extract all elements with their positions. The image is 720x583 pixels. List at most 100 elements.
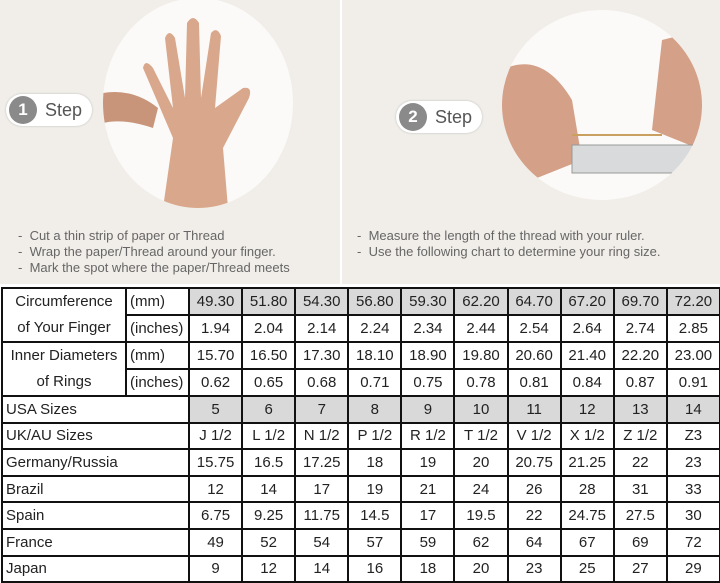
table-cell: 0.84 bbox=[559, 368, 615, 397]
table-cell: 67 bbox=[559, 527, 615, 557]
instruction: Mark the spot where the paper/Thread mee… bbox=[18, 260, 290, 276]
table-cell: L 1/2 bbox=[241, 421, 297, 451]
table-cell: 12 bbox=[187, 474, 244, 504]
table-cell: 2.85 bbox=[665, 314, 720, 343]
table-cell: 12 bbox=[241, 554, 297, 583]
table-cell: 23 bbox=[506, 554, 562, 583]
table-cell: N 1/2 bbox=[294, 421, 350, 451]
table-cell: 72 bbox=[665, 527, 720, 557]
table-cell: 0.75 bbox=[400, 368, 456, 397]
hand-wrap-photo bbox=[103, 0, 293, 208]
table-cell: 6.75 bbox=[187, 501, 244, 530]
table-cell: 25 bbox=[559, 554, 615, 583]
table-cell: 19.80 bbox=[453, 341, 509, 370]
table-cell: 21 bbox=[400, 474, 456, 504]
table-cell: Brazil bbox=[1, 474, 190, 504]
table-cell: 9 bbox=[400, 395, 456, 424]
hand-icon bbox=[103, 18, 251, 208]
ruler-measure-photo bbox=[502, 10, 702, 200]
row-label: Inner Diameters of Rings bbox=[1, 341, 127, 397]
table-cell: 14.5 bbox=[347, 501, 403, 530]
table-cell: 1.94 bbox=[187, 314, 244, 343]
table-cell: 0.65 bbox=[241, 368, 297, 397]
table-cell: 27.5 bbox=[612, 501, 668, 530]
instruction: Wrap the paper/Thread around your finger… bbox=[18, 244, 290, 260]
table-cell: 64 bbox=[506, 527, 562, 557]
table-cell: 8 bbox=[347, 395, 403, 424]
table-cell: 17.30 bbox=[294, 341, 350, 370]
table-cell: 0.87 bbox=[612, 368, 668, 397]
table-cell: 19 bbox=[400, 448, 456, 477]
table-cell: 0.68 bbox=[294, 368, 350, 397]
step1-instructions: Cut a thin strip of paper or Thread Wrap… bbox=[18, 228, 290, 276]
table-cell: 59.30 bbox=[400, 287, 456, 316]
table-cell: 69 bbox=[612, 527, 668, 557]
instruction: Measure the length of the thread with yo… bbox=[357, 228, 660, 244]
table-cell: 62.20 bbox=[453, 287, 509, 316]
table-cell: 18 bbox=[347, 448, 403, 477]
table-cell: UK/AU Sizes bbox=[1, 421, 190, 451]
table-cell: 20 bbox=[453, 448, 509, 477]
table-cell: 49 bbox=[187, 527, 244, 557]
table-cell: 2.14 bbox=[294, 314, 350, 343]
table-cell: 5 bbox=[187, 395, 244, 424]
table-cell: 23 bbox=[665, 448, 720, 477]
table-cell: 18 bbox=[400, 554, 456, 583]
table-cell: 2.34 bbox=[400, 314, 456, 343]
instruction: Use the following chart to determine you… bbox=[357, 244, 661, 260]
table-cell: 23.00 bbox=[665, 341, 720, 370]
table-cell: 17 bbox=[400, 501, 456, 530]
table-cell: J 1/2 bbox=[187, 421, 244, 451]
table-cell: 15.70 bbox=[187, 341, 244, 370]
table-row: Circumference of Your Finger (mm) 49.30 51.8… bbox=[1, 287, 720, 343]
table-cell: 24 bbox=[453, 474, 509, 504]
table-cell: 10 bbox=[453, 395, 509, 424]
table-cell: 67.20 bbox=[559, 287, 615, 316]
table-cell: 11 bbox=[506, 395, 562, 424]
table-cell: 0.78 bbox=[453, 368, 509, 397]
table-cell: 54 bbox=[294, 527, 350, 557]
table-cell: 30 bbox=[665, 501, 720, 530]
table-cell: 2.24 bbox=[347, 314, 403, 343]
table-cell: 31 bbox=[612, 474, 668, 504]
table-cell: 18.10 bbox=[347, 341, 403, 370]
table-cell: 19.5 bbox=[453, 501, 509, 530]
table-cell: 69.70 bbox=[612, 287, 668, 316]
table-cell: 7 bbox=[294, 395, 350, 424]
table-cell: 17 bbox=[294, 474, 350, 504]
table-row: UK/AU Sizes J 1/2 L 1/2 N 1/2 P 1/2 R 1/2 T 1/… bbox=[1, 421, 720, 451]
table-cell: 27 bbox=[612, 554, 668, 583]
row-label-line: Inner Diameters bbox=[10, 347, 118, 364]
table-cell: Z 1/2 bbox=[612, 421, 668, 451]
table-cell: 16.5 bbox=[241, 448, 297, 477]
table-cell: 52 bbox=[241, 527, 297, 557]
row-label-line: of Your Finger bbox=[17, 319, 111, 336]
table-cell: 19 bbox=[347, 474, 403, 504]
table-row: Inner Diameters of Rings (mm) 15.70 16.50 17.… bbox=[1, 341, 720, 397]
table-cell: 59 bbox=[400, 527, 456, 557]
table-cell: 2.54 bbox=[506, 314, 562, 343]
table-cell: 11.75 bbox=[294, 501, 350, 530]
table-row: USA Sizes 5 6 7 8 9 10 11 12 13 14 bbox=[1, 395, 720, 424]
table-cell: 13 bbox=[612, 395, 668, 424]
table-cell: 21.25 bbox=[559, 448, 615, 477]
step2-badge: 2 Step bbox=[396, 101, 483, 133]
table-cell: Spain bbox=[1, 501, 190, 530]
table-cell: 54.30 bbox=[294, 287, 350, 316]
table-cell: 17.25 bbox=[294, 448, 350, 477]
table-cell: 49.30 bbox=[187, 287, 244, 316]
table-cell: 14 bbox=[665, 395, 720, 424]
table-cell: X 1/2 bbox=[559, 421, 615, 451]
table-row: Japan 9 12 14 16 18 20 23 25 27 29 bbox=[1, 554, 720, 583]
table-cell: 2.04 bbox=[241, 314, 297, 343]
table-cell: 29 bbox=[665, 554, 720, 583]
table-cell: P 1/2 bbox=[347, 421, 403, 451]
table-cell: 64.70 bbox=[506, 287, 562, 316]
table-cell: 0.62 bbox=[187, 368, 244, 397]
table-cell: 51.80 bbox=[241, 287, 297, 316]
step-label: Step bbox=[45, 99, 83, 120]
table-cell: 20 bbox=[453, 554, 509, 583]
table-cell: 57 bbox=[347, 527, 403, 557]
table-cell: 15.75 bbox=[187, 448, 244, 477]
table-cell: 28 bbox=[559, 474, 615, 504]
